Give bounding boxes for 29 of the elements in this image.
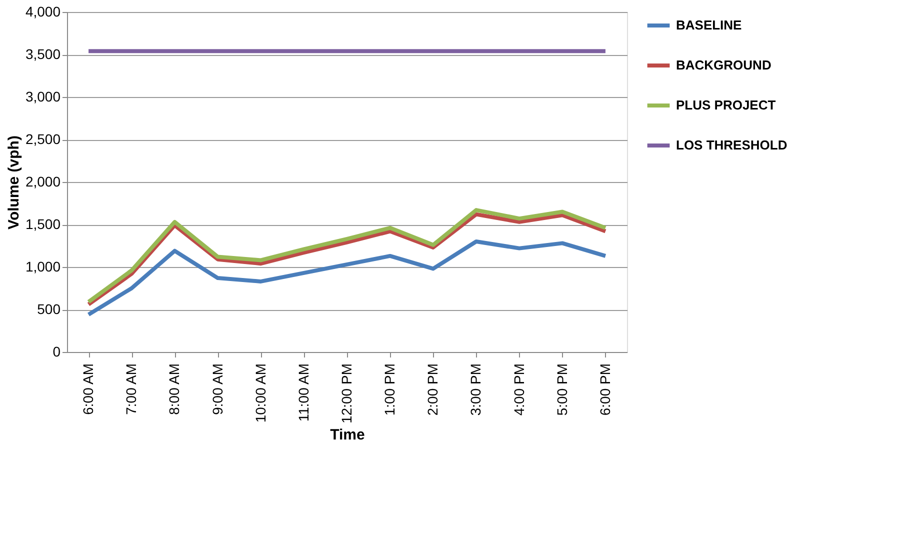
x-axis-title: Time bbox=[330, 426, 365, 444]
x-tick-label: 7:00 AM bbox=[123, 364, 140, 415]
x-tick-label: 11:00 AM bbox=[295, 364, 312, 422]
y-tick-label: 3,500 bbox=[25, 46, 61, 62]
legend-label: BASELINE bbox=[676, 18, 742, 32]
x-tick-label: 12:00 PM bbox=[338, 364, 354, 424]
x-tick-label: 5:00 PM bbox=[554, 364, 570, 416]
y-tick-label: 0 bbox=[52, 344, 61, 360]
x-tick-label: 6:00 AM bbox=[80, 364, 96, 415]
y-tick-label: 3,000 bbox=[25, 88, 61, 104]
x-tick-label: 2:00 PM bbox=[424, 364, 441, 416]
x-tick-label: 6:00 PM bbox=[596, 364, 613, 416]
y-axis-title: Volume (vph) bbox=[5, 136, 22, 230]
y-tick-label: 2,500 bbox=[25, 131, 61, 147]
y-tick-label: 1,000 bbox=[25, 258, 61, 274]
y-tick-label: 2,000 bbox=[25, 174, 61, 190]
x-tick-label: 4:00 PM bbox=[510, 364, 527, 416]
y-tick-label: 500 bbox=[37, 301, 61, 317]
x-tick-label: 3:00 PM bbox=[468, 364, 484, 416]
x-tick-label: 9:00 AM bbox=[209, 364, 226, 415]
x-tick-label: 10:00 AM bbox=[252, 364, 268, 423]
legend-label: BACKGROUND bbox=[676, 58, 772, 72]
legend-label: PLUS PROJECT bbox=[676, 98, 776, 112]
y-tick-label: 4,000 bbox=[25, 4, 61, 20]
x-tick-label: 1:00 PM bbox=[382, 364, 398, 416]
x-tick-label: 8:00 AM bbox=[166, 364, 182, 415]
y-tick-label: 1,500 bbox=[25, 216, 61, 232]
legend-label: LOS THRESHOLD bbox=[676, 138, 788, 152]
line-series bbox=[86, 240, 608, 317]
